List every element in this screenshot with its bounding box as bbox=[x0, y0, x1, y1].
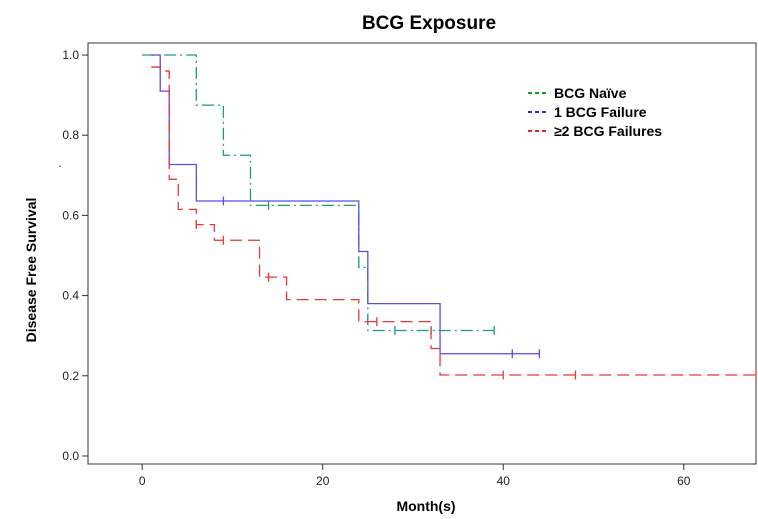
x-tick-label: 40 bbox=[497, 474, 511, 488]
legend-label: ≥2 BCG Failures bbox=[554, 123, 662, 139]
x-axis: 0 20 40 60 bbox=[139, 464, 691, 488]
y-axis: 0.0 0.2 0.4 0.6 0.8 1.0 bbox=[62, 48, 88, 463]
series-layer bbox=[142, 54, 757, 380]
y-axis-label: Disease Free Survival bbox=[23, 198, 39, 343]
x-tick-label: 20 bbox=[316, 474, 330, 488]
x-axis-label: Month(s) bbox=[396, 498, 455, 514]
series-3 bbox=[151, 66, 757, 380]
legend-label: 1 BCG Failure bbox=[554, 104, 647, 120]
y-tick-label: 0.2 bbox=[62, 369, 79, 383]
y-tick-label: 0.4 bbox=[62, 289, 79, 303]
x-tick-label: 60 bbox=[677, 474, 691, 488]
y-tick-label: 0.6 bbox=[62, 208, 79, 222]
chart-title: BCG Exposure bbox=[362, 13, 496, 34]
survival-curve bbox=[151, 54, 540, 355]
legend-label: BCG Naïve bbox=[554, 85, 627, 101]
legend: BCG Naïve 1 BCG Failure ≥2 BCG Failures bbox=[528, 85, 662, 139]
series-2 bbox=[151, 54, 541, 359]
survival-curve bbox=[142, 54, 495, 332]
stray-mark: . bbox=[58, 156, 61, 170]
survival-curve bbox=[151, 66, 756, 376]
series-1 bbox=[142, 54, 495, 335]
y-tick-label: 0.8 bbox=[62, 128, 79, 142]
y-tick-label: 0.0 bbox=[62, 449, 79, 463]
x-tick-label: 0 bbox=[139, 474, 146, 488]
plot-frame bbox=[87, 42, 757, 465]
y-tick-label: 1.0 bbox=[62, 48, 79, 62]
